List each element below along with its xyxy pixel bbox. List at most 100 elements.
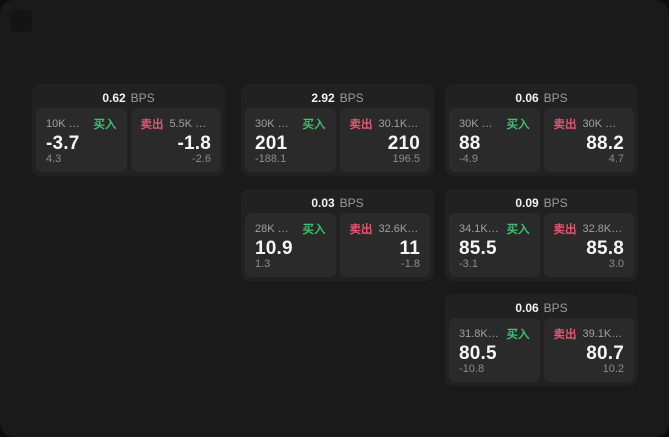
bps-suffix-label: BPS <box>543 91 568 105</box>
panels-row: 10K USD 买入 -3.7 4.3 卖出 5.5K USD -1.8 -2.… <box>36 108 221 172</box>
sell-action-label: 卖出 <box>349 119 373 131</box>
bps-suffix-label: BPS <box>543 301 568 315</box>
sell-price-value: 85.8 <box>586 237 624 259</box>
sell-panel[interactable]: 卖出 32.8K USD 85.8 3.0 <box>543 213 634 277</box>
buy-panel-top: 30K USD 买入 <box>255 116 326 132</box>
buy-panel[interactable]: 34.1K USD 买入 85.5 -3.1 <box>449 213 540 277</box>
buy-size-label: 28K USD <box>255 223 297 235</box>
sell-size-label: 30K USD <box>582 118 625 130</box>
sell-panel[interactable]: 卖出 30K USD 88.2 4.7 <box>543 108 634 172</box>
buy-action-label: 买入 <box>506 119 530 131</box>
sell-panel-top: 卖出 30K USD <box>554 116 625 132</box>
quote-card[interactable]: 0.06 BPS 30K USD 买入 88 -4.9 卖出 30K USD 8… <box>445 84 638 176</box>
sell-price-value: 88.2 <box>586 132 624 154</box>
sell-panel[interactable]: 卖出 30.1K USD 210 196.5 <box>339 108 430 172</box>
buy-size-label: 30K USD <box>255 118 297 130</box>
buy-price-value: -3.7 <box>46 132 80 154</box>
buy-panel-top: 28K USD 买入 <box>255 221 326 237</box>
sell-delta-value: -2.6 <box>192 153 211 165</box>
card-header: 0.09 BPS <box>449 193 634 213</box>
sell-price-value: -1.8 <box>177 132 211 154</box>
quote-card[interactable]: 0.06 BPS 31.8K USD 买入 80.5 -10.8 卖出 39.1… <box>445 294 638 386</box>
sell-panel-top: 卖出 30.1K USD <box>350 116 421 132</box>
card-header: 2.92 BPS <box>245 88 430 108</box>
buy-panel[interactable]: 31.8K USD 买入 80.5 -10.8 <box>449 318 540 382</box>
sell-delta-value: 10.2 <box>602 363 624 375</box>
sell-delta-value: -1.8 <box>401 258 420 270</box>
bps-value: 0.06 <box>515 301 539 315</box>
sell-panel-top: 卖出 32.8K USD <box>554 221 625 237</box>
sell-panel[interactable]: 卖出 32.6K USD 11 -1.8 <box>339 213 430 277</box>
buy-price-value: 80.5 <box>459 342 497 364</box>
card-header: 0.06 BPS <box>449 88 634 108</box>
buy-price-value: 201 <box>255 132 288 154</box>
sell-price-value: 11 <box>399 237 420 259</box>
quote-card[interactable]: 0.09 BPS 34.1K USD 买入 85.5 -3.1 卖出 32.8K… <box>445 189 638 281</box>
sell-action-label: 卖出 <box>553 329 577 341</box>
bps-value: 2.92 <box>311 91 335 105</box>
sell-panel[interactable]: 卖出 5.5K USD -1.8 -2.6 <box>130 108 221 172</box>
buy-delta-value: -10.8 <box>459 363 485 375</box>
bps-value: 0.03 <box>311 196 335 210</box>
top-left-button[interactable] <box>10 10 32 32</box>
buy-panel-top: 30K USD 买入 <box>459 116 530 132</box>
sell-size-label: 30.1K USD <box>378 118 421 130</box>
buy-panel[interactable]: 30K USD 买入 201 -188.1 <box>245 108 336 172</box>
buy-price-value: 10.9 <box>255 237 293 259</box>
bps-value: 0.06 <box>515 91 539 105</box>
sell-delta-value: 3.0 <box>608 258 624 270</box>
panels-row: 34.1K USD 买入 85.5 -3.1 卖出 32.8K USD 85.8… <box>449 213 634 277</box>
quote-card[interactable]: 2.92 BPS 30K USD 买入 201 -188.1 卖出 30.1K … <box>241 84 434 176</box>
buy-size-label: 34.1K USD <box>459 223 501 235</box>
buy-price-value: 88 <box>459 132 481 154</box>
bps-value: 0.09 <box>515 196 539 210</box>
panels-row: 31.8K USD 买入 80.5 -10.8 卖出 39.1K USD 80.… <box>449 318 634 382</box>
buy-size-label: 30K USD <box>459 118 501 130</box>
buy-delta-value: 1.3 <box>255 258 271 270</box>
buy-action-label: 买入 <box>302 119 326 131</box>
buy-action-label: 买入 <box>93 119 117 131</box>
sell-panel-top: 卖出 32.6K USD <box>350 221 421 237</box>
sell-action-label: 卖出 <box>349 224 373 236</box>
buy-action-label: 买入 <box>506 329 530 341</box>
buy-panel[interactable]: 30K USD 买入 88 -4.9 <box>449 108 540 172</box>
bps-suffix-label: BPS <box>339 196 364 210</box>
bps-suffix-label: BPS <box>130 91 155 105</box>
sell-delta-value: 4.7 <box>608 153 624 165</box>
sell-size-label: 39.1K USD <box>582 328 625 340</box>
sell-price-value: 80.7 <box>586 342 624 364</box>
sell-size-label: 5.5K USD <box>169 118 212 130</box>
sell-panel-top: 卖出 5.5K USD <box>141 116 212 132</box>
card-header: 0.62 BPS <box>36 88 221 108</box>
sell-action-label: 卖出 <box>553 119 577 131</box>
buy-size-label: 31.8K USD <box>459 328 501 340</box>
buy-delta-value: -4.9 <box>459 153 478 165</box>
sell-price-value: 210 <box>387 132 420 154</box>
quote-card[interactable]: 0.03 BPS 28K USD 买入 10.9 1.3 卖出 32.6K US… <box>241 189 434 281</box>
bps-suffix-label: BPS <box>543 196 568 210</box>
panels-row: 30K USD 买入 201 -188.1 卖出 30.1K USD 210 1… <box>245 108 430 172</box>
sell-size-label: 32.8K USD <box>582 223 625 235</box>
sell-panel[interactable]: 卖出 39.1K USD 80.7 10.2 <box>543 318 634 382</box>
buy-price-value: 85.5 <box>459 237 497 259</box>
buy-delta-value: 4.3 <box>46 153 62 165</box>
sell-size-label: 32.6K USD <box>378 223 421 235</box>
buy-size-label: 10K USD <box>46 118 88 130</box>
buy-action-label: 买入 <box>506 224 530 236</box>
sell-panel-top: 卖出 39.1K USD <box>554 326 625 342</box>
bps-value: 0.62 <box>102 91 126 105</box>
quote-card[interactable]: 0.62 BPS 10K USD 买入 -3.7 4.3 卖出 5.5K USD… <box>32 84 225 176</box>
buy-action-label: 买入 <box>302 224 326 236</box>
panels-row: 30K USD 买入 88 -4.9 卖出 30K USD 88.2 4.7 <box>449 108 634 172</box>
buy-panel-top: 31.8K USD 买入 <box>459 326 530 342</box>
buy-delta-value: -3.1 <box>459 258 478 270</box>
sell-action-label: 卖出 <box>140 119 164 131</box>
buy-panel[interactable]: 10K USD 买入 -3.7 4.3 <box>36 108 127 172</box>
buy-panel-top: 10K USD 买入 <box>46 116 117 132</box>
buy-delta-value: -188.1 <box>255 153 287 165</box>
buy-panel[interactable]: 28K USD 买入 10.9 1.3 <box>245 213 336 277</box>
sell-delta-value: 196.5 <box>392 153 420 165</box>
panels-row: 28K USD 买入 10.9 1.3 卖出 32.6K USD 11 -1.8 <box>245 213 430 277</box>
buy-panel-top: 34.1K USD 买入 <box>459 221 530 237</box>
